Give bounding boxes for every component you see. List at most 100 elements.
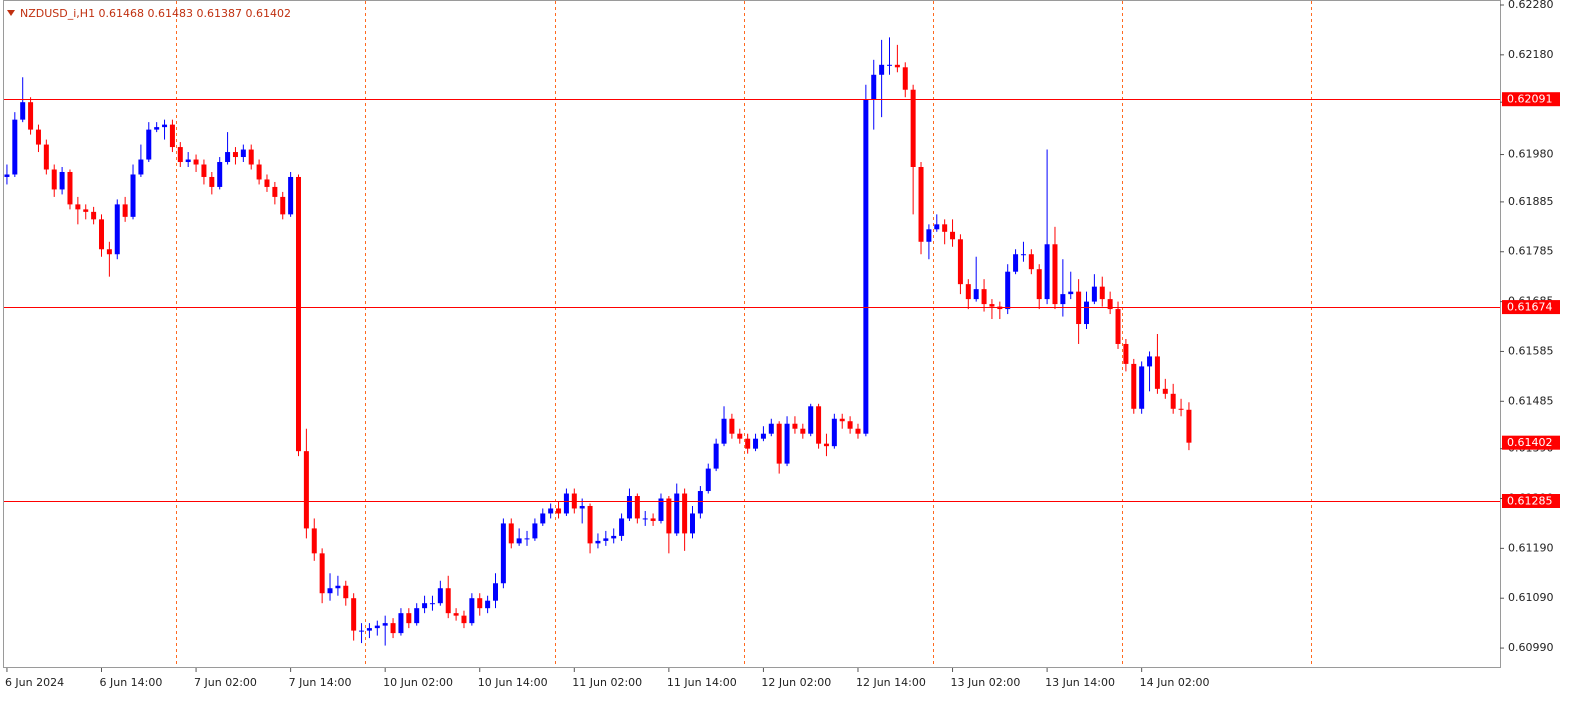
x-tick-label: 12 Jun 02:00 (761, 676, 831, 689)
candle-body (902, 67, 908, 90)
candle-body (296, 176, 301, 452)
candle-body (816, 406, 822, 444)
candle-body (697, 491, 703, 514)
candle-body (382, 623, 388, 626)
candle-body (674, 493, 680, 534)
candle-body (737, 433, 743, 439)
x-tick-label: 11 Jun 14:00 (667, 676, 737, 689)
candle-body (193, 159, 199, 165)
candle-body (162, 124, 168, 128)
candle-body (658, 498, 664, 521)
y-tick-label: 0.61090 (1508, 591, 1554, 604)
x-tick-label: 11 Jun 02:00 (572, 676, 642, 689)
candle-body (823, 443, 829, 447)
candle-body (311, 528, 317, 554)
level-label: 0.62091 (1507, 93, 1553, 106)
candle-body (713, 443, 719, 469)
candle-body (374, 625, 380, 629)
candle-body (863, 99, 869, 434)
candle-body (500, 523, 506, 584)
candle-body (114, 204, 120, 255)
candle-body (563, 493, 569, 514)
candle-body (343, 585, 349, 599)
candle-body (965, 284, 971, 300)
candle-body (973, 289, 979, 300)
candle-body (272, 186, 278, 197)
x-tick-label: 6 Jun 2024 (5, 676, 64, 689)
y-tick-label: 0.62180 (1508, 48, 1554, 61)
last-price-label: 0.61402 (1507, 436, 1553, 449)
candle-body (879, 64, 885, 75)
candle-body (1115, 309, 1121, 344)
candle-body (721, 418, 727, 444)
candle-body (784, 423, 790, 464)
candle-body (106, 249, 112, 255)
candle-body (453, 613, 459, 616)
candle-body (12, 119, 18, 175)
candle-body (705, 468, 711, 492)
candle-body (1139, 366, 1145, 409)
candle-body (406, 613, 412, 624)
candle-body (682, 493, 688, 534)
y-tick-label: 0.61980 (1508, 148, 1554, 161)
candle-body (871, 74, 877, 100)
candle-body (1084, 301, 1089, 325)
candle-body (256, 164, 262, 180)
candle-body (4, 174, 10, 177)
candle-body (800, 428, 806, 434)
title-marker (7, 10, 15, 16)
candle-body (1060, 294, 1066, 305)
candle-body (429, 603, 435, 605)
candle-body (666, 498, 672, 534)
candle-body (445, 588, 451, 614)
y-tick-label: 0.61785 (1508, 245, 1554, 258)
candle-body (579, 505, 585, 509)
y-tick-label: 0.61585 (1508, 344, 1554, 357)
candle-body (280, 196, 286, 215)
candle-body (942, 224, 948, 232)
candle-body (335, 585, 341, 589)
candle-body (1013, 254, 1019, 272)
candle-body (1005, 271, 1011, 310)
candle-body (35, 129, 41, 145)
candle-body (461, 615, 467, 624)
x-tick-label: 13 Jun 14:00 (1045, 676, 1115, 689)
candle-body (138, 159, 144, 175)
candle-body (753, 438, 759, 449)
y-tick-label: 0.61885 (1508, 195, 1554, 208)
level-tag (1502, 300, 1560, 315)
candle-body (650, 518, 656, 521)
candle-body (981, 289, 987, 305)
candle-body (910, 89, 916, 167)
candle-body (493, 583, 498, 601)
candle-body (1020, 254, 1026, 256)
candle-body (792, 423, 798, 429)
x-tick-label: 14 Jun 02:00 (1140, 676, 1210, 689)
candle-body (422, 603, 428, 609)
candle-body (611, 535, 617, 539)
candle-body (201, 164, 207, 177)
candle-body (398, 613, 404, 634)
candle-body (855, 428, 861, 434)
candle-body (729, 418, 735, 434)
candle-body (808, 406, 814, 434)
candle-body (248, 149, 254, 165)
candle-body (516, 538, 522, 544)
candle-body (1131, 363, 1137, 409)
candle-body (634, 496, 640, 519)
candle-body (776, 423, 782, 464)
candle-body (768, 423, 774, 434)
candle-body (437, 588, 443, 604)
candle-body (477, 598, 483, 609)
candle-body (217, 162, 223, 187)
candle-body (926, 229, 932, 242)
candle-body (366, 628, 372, 631)
candle-body (319, 553, 325, 594)
candle-body (1123, 343, 1129, 364)
candle-body (469, 598, 475, 624)
candle-body (989, 304, 995, 307)
x-tick-label: 7 Jun 14:00 (289, 676, 352, 689)
candle-body (934, 224, 940, 230)
x-tick-label: 7 Jun 02:00 (194, 676, 257, 689)
